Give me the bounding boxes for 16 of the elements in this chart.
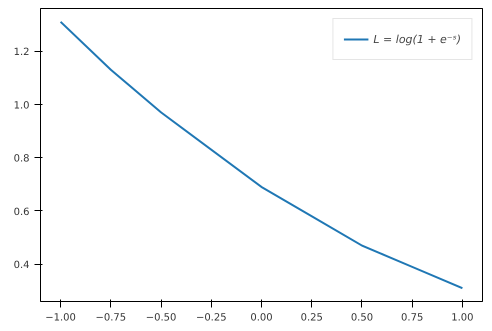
x-tick-label: 0.50	[350, 312, 374, 324]
y-tick-label: 1.2	[14, 47, 30, 58]
y-tick-label: 0.4	[14, 260, 30, 272]
legend-label: L = log(1 + e⁻ˢ)	[373, 32, 461, 46]
y-tick-label: 0.6	[14, 206, 30, 218]
y-tick-label: 1.0	[14, 100, 30, 112]
x-tick-label: −1.00	[45, 312, 76, 324]
x-tick-label: 1.00	[451, 312, 474, 324]
x-tick-label: 0.75	[401, 312, 424, 324]
x-tick-label: 0.00	[250, 312, 273, 324]
x-tick-label: 0.25	[300, 312, 323, 324]
x-tick-label: −0.75	[95, 312, 126, 324]
line-series	[60, 20, 464, 290]
x-tick-label: −0.50	[146, 312, 176, 324]
y-tick-label: 0.8	[14, 154, 30, 165]
x-tick-label: −0.25	[196, 312, 227, 324]
